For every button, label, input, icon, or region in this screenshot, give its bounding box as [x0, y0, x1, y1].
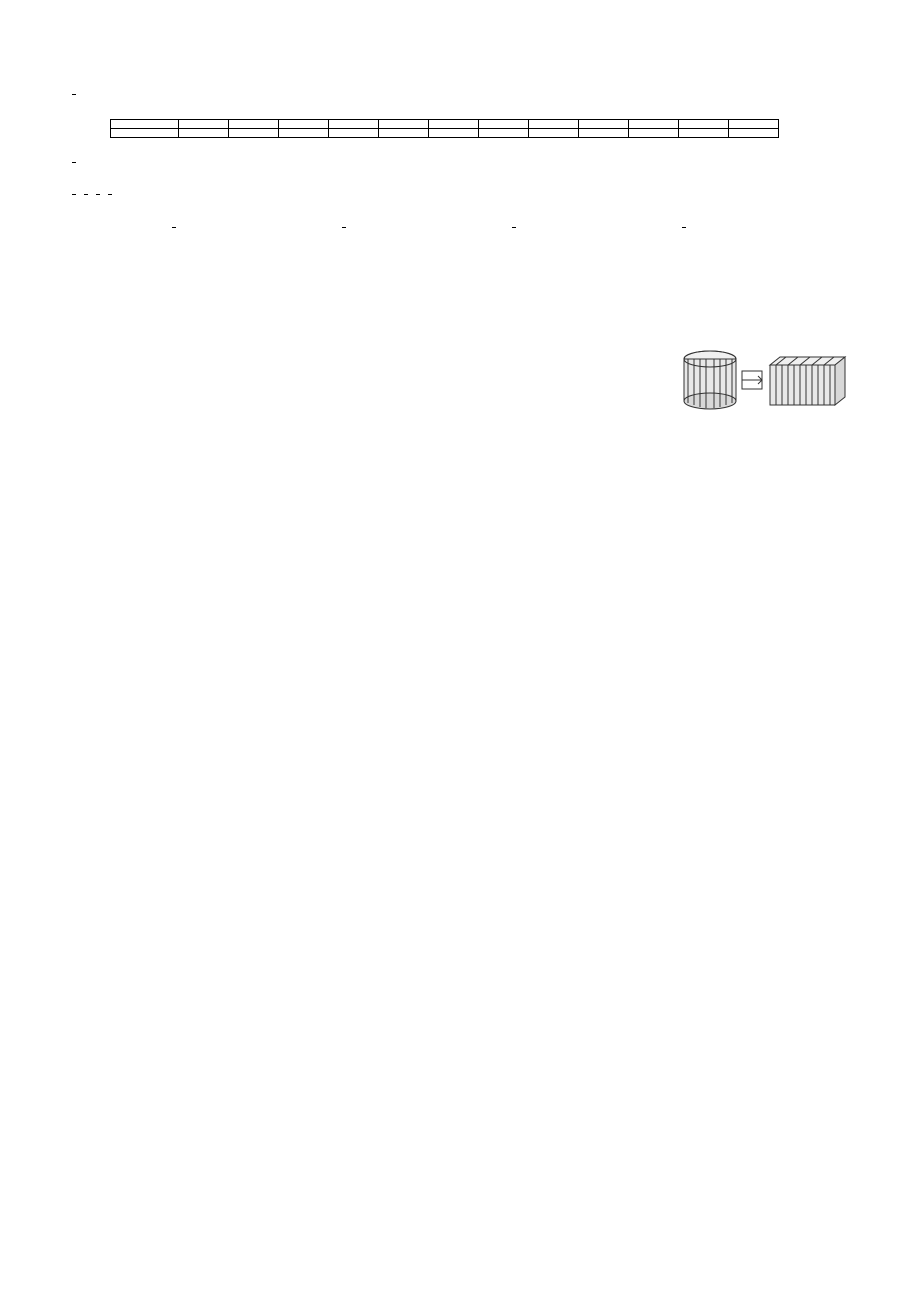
col-12 [729, 119, 779, 128]
fraction-1-4 [96, 194, 100, 195]
p4-options [70, 246, 850, 275]
fraction-a [172, 227, 176, 228]
p1-opt-a [70, 148, 850, 177]
ans-cell[interactable] [679, 128, 729, 137]
col-4 [329, 119, 379, 128]
ans-cell[interactable] [629, 128, 679, 137]
p3-opt-a [170, 213, 340, 242]
p3-opt-d [680, 213, 850, 242]
p3-opt-c [510, 213, 680, 242]
col-3 [279, 119, 329, 128]
fraction-1-10 [72, 162, 76, 163]
answer-table [110, 119, 779, 138]
cylinder-to-cuboid-figure [680, 345, 850, 426]
col-11 [679, 119, 729, 128]
col-5 [379, 119, 429, 128]
col-2 [229, 119, 279, 128]
ans-cell[interactable] [729, 128, 779, 137]
fraction-c [512, 227, 516, 228]
ans-cell[interactable] [279, 128, 329, 137]
p1-opt-d [70, 181, 850, 210]
fraction-1-3 [72, 94, 76, 95]
p6-options [70, 312, 850, 341]
q12-tail [70, 80, 850, 109]
col-10 [629, 119, 679, 128]
ans-cell[interactable] [229, 128, 279, 137]
fraction-b [342, 227, 346, 228]
ans-cell[interactable] [379, 128, 429, 137]
p5-options [70, 279, 850, 308]
fraction-1-5 [108, 194, 112, 195]
ans-cell[interactable] [329, 128, 379, 137]
ans-cell[interactable] [179, 128, 229, 137]
fraction-d [682, 227, 686, 228]
col-7 [479, 119, 529, 128]
fraction-1-3 [84, 194, 88, 195]
ans-cell[interactable] [579, 128, 629, 137]
p3-options [70, 213, 850, 242]
table-header-num [111, 119, 179, 128]
ans-cell[interactable] [479, 128, 529, 137]
fraction-1-2 [72, 194, 76, 195]
col-1 [179, 119, 229, 128]
p3-opt-b [340, 213, 510, 242]
col-9 [579, 119, 629, 128]
ans-cell[interactable] [529, 128, 579, 137]
col-8 [529, 119, 579, 128]
numerator [72, 94, 76, 95]
table-header-ans [111, 128, 179, 137]
ans-cell[interactable] [429, 128, 479, 137]
col-6 [429, 119, 479, 128]
table-row [111, 128, 779, 137]
table-row [111, 119, 779, 128]
